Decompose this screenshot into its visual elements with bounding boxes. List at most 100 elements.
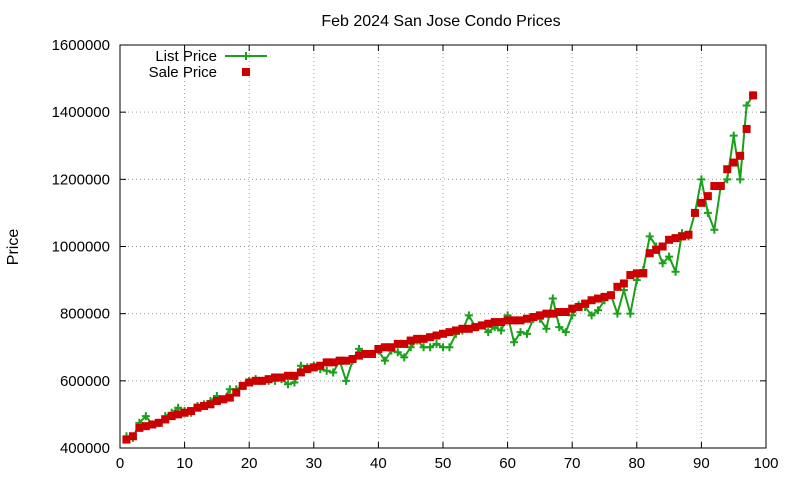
- data-point-square: [445, 328, 454, 337]
- data-point-square: [187, 407, 196, 416]
- x-tick-label: 50: [435, 455, 452, 472]
- data-point-plus: [329, 368, 338, 377]
- data-point-square: [690, 208, 699, 217]
- data-point-square: [665, 235, 674, 244]
- data-point-square: [419, 334, 428, 343]
- series-sale-price: [122, 91, 758, 444]
- data-point-square: [193, 403, 202, 412]
- data-point-square: [749, 91, 758, 100]
- data-point-square: [594, 294, 603, 303]
- data-point-square: [309, 363, 318, 372]
- data-point-square: [568, 304, 577, 313]
- y-tick-label: 1400000: [52, 104, 110, 121]
- data-point-plus: [283, 380, 292, 389]
- y-tick-label: 1200000: [52, 171, 110, 188]
- data-point-square: [322, 358, 331, 367]
- data-point-square: [199, 402, 208, 411]
- data-point-square: [548, 309, 557, 318]
- data-point-square: [736, 151, 745, 160]
- data-point-square: [600, 292, 609, 301]
- data-point-square: [535, 311, 544, 320]
- data-point-plus: [426, 343, 435, 352]
- y-tick-label: 1000000: [52, 239, 110, 256]
- data-point-plus: [380, 356, 389, 365]
- x-tick-label: 70: [564, 455, 581, 472]
- data-point-square: [180, 408, 189, 417]
- data-point-square: [374, 344, 383, 353]
- y-tick-label: 400000: [60, 440, 110, 457]
- data-point-square: [355, 351, 364, 360]
- data-point-square: [122, 435, 131, 444]
- data-point-plus: [671, 267, 680, 276]
- data-point-square: [626, 271, 635, 280]
- data-point-square: [225, 393, 234, 402]
- x-tick-label: 30: [305, 455, 322, 472]
- data-point-plus: [729, 131, 738, 140]
- data-point-square: [574, 302, 583, 311]
- data-point-square: [361, 349, 370, 358]
- data-point-square: [606, 291, 615, 300]
- data-point-square: [245, 378, 254, 387]
- data-point-square: [329, 358, 338, 367]
- axis-ticks: 0 10 20 30 40 50 60 70 80 90 100 400000 600000 800000…: [52, 37, 779, 472]
- data-point-square: [154, 418, 163, 427]
- data-point-square: [277, 373, 286, 382]
- data-point-plus: [626, 309, 635, 318]
- data-point-square: [393, 339, 402, 348]
- data-point-square: [497, 318, 506, 327]
- series-list-price: [122, 91, 758, 442]
- data-point-square: [632, 269, 641, 278]
- data-point-square: [148, 420, 157, 429]
- data-point-square: [335, 356, 344, 365]
- x-tick-label: 80: [628, 455, 645, 472]
- data-point-square: [296, 368, 305, 377]
- data-point-square: [406, 336, 415, 345]
- data-point-square: [271, 373, 280, 382]
- legend-marker-square: [242, 68, 250, 76]
- data-point-square: [251, 376, 260, 385]
- data-point-plus: [658, 259, 667, 268]
- x-tick-label: 0: [116, 455, 124, 472]
- data-point-plus: [736, 175, 745, 184]
- x-tick-label: 20: [241, 455, 258, 472]
- legend-label: Sale Price: [149, 64, 217, 81]
- data-point-square: [671, 234, 680, 243]
- data-point-plus: [710, 225, 719, 234]
- data-point-square: [529, 313, 538, 322]
- data-point-plus: [555, 323, 564, 332]
- data-point-square: [639, 269, 648, 278]
- data-point-plus: [522, 329, 531, 338]
- data-point-plus: [516, 328, 525, 337]
- data-point-square: [348, 355, 357, 364]
- data-point-square: [141, 422, 150, 431]
- data-point-square: [742, 124, 751, 133]
- data-point-square: [238, 381, 247, 390]
- data-point-plus: [723, 175, 732, 184]
- data-point-square: [561, 307, 570, 316]
- data-point-square: [684, 230, 693, 239]
- data-point-square: [432, 331, 441, 340]
- data-point-square: [645, 249, 654, 258]
- data-point-square: [426, 333, 435, 342]
- data-point-square: [522, 314, 531, 323]
- data-point-plus: [697, 175, 706, 184]
- data-point-plus: [400, 353, 409, 362]
- data-point-square: [703, 192, 712, 201]
- data-point-square: [167, 412, 176, 421]
- data-point-square: [264, 375, 273, 384]
- data-point-square: [581, 299, 590, 308]
- y-tick-label: 1600000: [52, 37, 110, 54]
- x-tick-label: 90: [693, 455, 710, 472]
- data-point-square: [387, 343, 396, 352]
- data-point-square: [490, 318, 499, 327]
- data-point-square: [716, 182, 725, 191]
- data-point-square: [658, 242, 667, 251]
- data-point-square: [413, 334, 422, 343]
- data-point-plus: [322, 366, 331, 375]
- data-point-plus: [703, 208, 712, 217]
- y-tick-label: 800000: [60, 306, 110, 323]
- data-point-square: [219, 395, 228, 404]
- data-point-square: [697, 198, 706, 207]
- chart-title: Feb 2024 San Jose Condo Prices: [321, 13, 560, 30]
